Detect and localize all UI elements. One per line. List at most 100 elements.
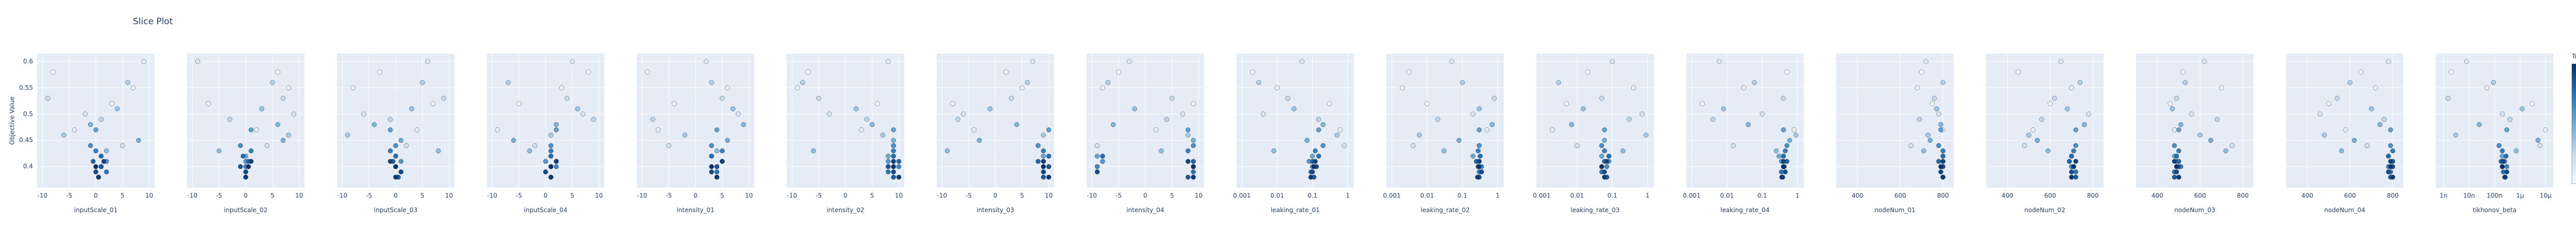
x-tick-label: 0 — [544, 192, 548, 200]
point — [1320, 143, 1326, 148]
point — [1585, 69, 1590, 75]
point — [853, 106, 859, 111]
point — [1599, 154, 1604, 159]
point — [709, 169, 714, 175]
point — [1599, 95, 1604, 101]
point — [436, 148, 441, 154]
point — [377, 69, 382, 75]
point — [2069, 85, 2074, 91]
point — [2223, 148, 2228, 154]
point — [1310, 169, 1315, 175]
point — [1411, 143, 1416, 148]
point — [1639, 111, 1645, 117]
point — [666, 143, 671, 148]
point — [1564, 101, 1569, 106]
point — [114, 106, 120, 111]
point — [2172, 174, 2177, 180]
point — [703, 59, 709, 64]
point — [2176, 148, 2181, 154]
point — [1602, 148, 1607, 154]
point — [586, 69, 591, 75]
point — [1604, 164, 1609, 169]
point — [1170, 95, 1175, 101]
point — [671, 101, 677, 106]
x-tick-label: 400 — [2301, 192, 2313, 200]
point — [275, 122, 280, 127]
x-tick-label: -5 — [666, 192, 672, 200]
point — [2219, 85, 2224, 91]
point — [875, 101, 880, 106]
point — [1316, 117, 1321, 122]
point — [1476, 148, 1481, 154]
point — [1094, 169, 1100, 175]
point — [1602, 138, 1607, 143]
point — [98, 164, 104, 169]
point — [1731, 143, 1736, 148]
point — [1342, 143, 1347, 148]
point — [243, 169, 248, 175]
x-tick-label: 0.001 — [1533, 192, 1550, 200]
y-tick-label: 0.45 — [19, 137, 33, 144]
point — [1781, 159, 1786, 164]
point — [93, 148, 98, 154]
x-tick-label: 5 — [270, 192, 275, 200]
point — [543, 159, 548, 164]
point — [280, 138, 286, 143]
point — [1041, 164, 1046, 169]
point — [1291, 106, 1297, 111]
point — [2189, 111, 2194, 117]
point — [2453, 132, 2459, 138]
point — [2052, 95, 2057, 101]
point — [2176, 159, 2181, 164]
point — [2347, 80, 2353, 85]
point — [2039, 117, 2044, 122]
point — [1927, 138, 1933, 143]
point — [270, 80, 275, 85]
point — [430, 101, 436, 106]
point — [2073, 169, 2078, 175]
point — [1094, 154, 1100, 159]
x-axis-label: inputScale_02 — [224, 207, 267, 214]
point — [2449, 69, 2454, 75]
point — [955, 117, 961, 122]
point — [1400, 85, 1405, 91]
point — [1153, 127, 1159, 132]
point — [2214, 117, 2220, 122]
point — [891, 138, 896, 143]
point — [1919, 69, 1924, 75]
point — [93, 127, 98, 132]
point — [243, 174, 248, 180]
point — [1489, 122, 1495, 127]
plot-background — [1986, 54, 2104, 188]
x-tick-label: 5 — [720, 192, 724, 200]
point — [2174, 154, 2179, 159]
point — [238, 164, 243, 169]
point — [2069, 154, 2074, 159]
point — [2503, 154, 2509, 159]
point — [1470, 154, 1476, 159]
point — [2170, 106, 2175, 111]
x-tick-label: 0.001 — [1233, 192, 1250, 200]
x-tick-label: 800 — [1937, 192, 1949, 200]
point — [2069, 169, 2074, 175]
point — [1784, 143, 1790, 148]
point — [1787, 138, 1792, 143]
point — [2484, 85, 2489, 91]
point — [1036, 143, 1041, 148]
point — [248, 148, 254, 154]
x-axis-label: intensity_02 — [826, 207, 864, 214]
point — [1479, 169, 1484, 175]
point — [2514, 148, 2519, 154]
point — [896, 164, 902, 169]
point — [2045, 148, 2050, 154]
point — [1781, 154, 1786, 159]
x-axis-label: inputScale_03 — [374, 207, 417, 214]
point — [553, 122, 559, 127]
point — [548, 174, 554, 180]
point — [206, 101, 211, 106]
point — [1710, 117, 1716, 122]
colorbar-title: Trial — [2571, 53, 2576, 60]
y-tick-label: 0.5 — [23, 110, 33, 118]
point — [253, 127, 259, 132]
x-tick-label: -5 — [816, 192, 822, 200]
